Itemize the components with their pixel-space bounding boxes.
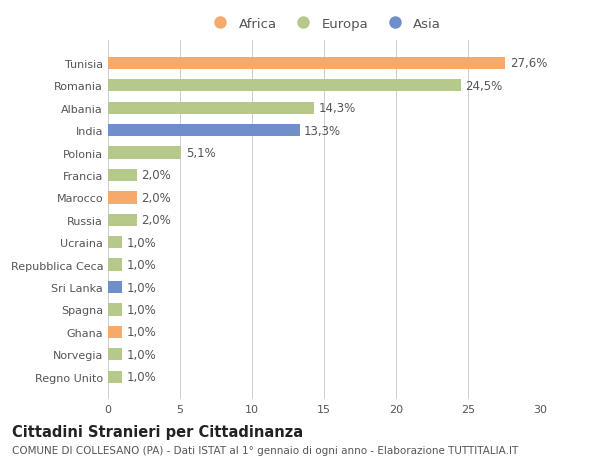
Bar <box>108 259 122 271</box>
Text: COMUNE DI COLLESANO (PA) - Dati ISTAT al 1° gennaio di ogni anno - Elaborazione : COMUNE DI COLLESANO (PA) - Dati ISTAT al… <box>12 445 518 455</box>
Bar <box>108 304 122 316</box>
Bar <box>108 147 181 159</box>
Text: 13,3%: 13,3% <box>304 124 341 137</box>
Text: Cittadini Stranieri per Cittadinanza: Cittadini Stranieri per Cittadinanza <box>12 425 303 440</box>
Bar <box>108 169 137 182</box>
Text: 1,0%: 1,0% <box>127 370 157 383</box>
Text: 2,0%: 2,0% <box>141 214 171 227</box>
Text: 1,0%: 1,0% <box>127 348 157 361</box>
Bar <box>108 326 122 338</box>
Bar <box>108 102 314 115</box>
Bar <box>108 281 122 294</box>
Text: 1,0%: 1,0% <box>127 326 157 339</box>
Text: 14,3%: 14,3% <box>318 102 355 115</box>
Legend: Africa, Europa, Asia: Africa, Europa, Asia <box>203 14 445 35</box>
Bar <box>108 192 137 204</box>
Text: 2,0%: 2,0% <box>141 191 171 204</box>
Text: 1,0%: 1,0% <box>127 258 157 272</box>
Bar <box>108 57 505 70</box>
Bar <box>108 236 122 249</box>
Text: 1,0%: 1,0% <box>127 281 157 294</box>
Bar <box>108 371 122 383</box>
Bar <box>108 125 299 137</box>
Bar <box>108 214 137 226</box>
Text: 5,1%: 5,1% <box>186 147 215 160</box>
Text: 1,0%: 1,0% <box>127 303 157 316</box>
Bar <box>108 348 122 361</box>
Text: 1,0%: 1,0% <box>127 236 157 249</box>
Text: 27,6%: 27,6% <box>510 57 547 70</box>
Text: 24,5%: 24,5% <box>465 79 502 93</box>
Text: 2,0%: 2,0% <box>141 169 171 182</box>
Bar <box>108 80 461 92</box>
